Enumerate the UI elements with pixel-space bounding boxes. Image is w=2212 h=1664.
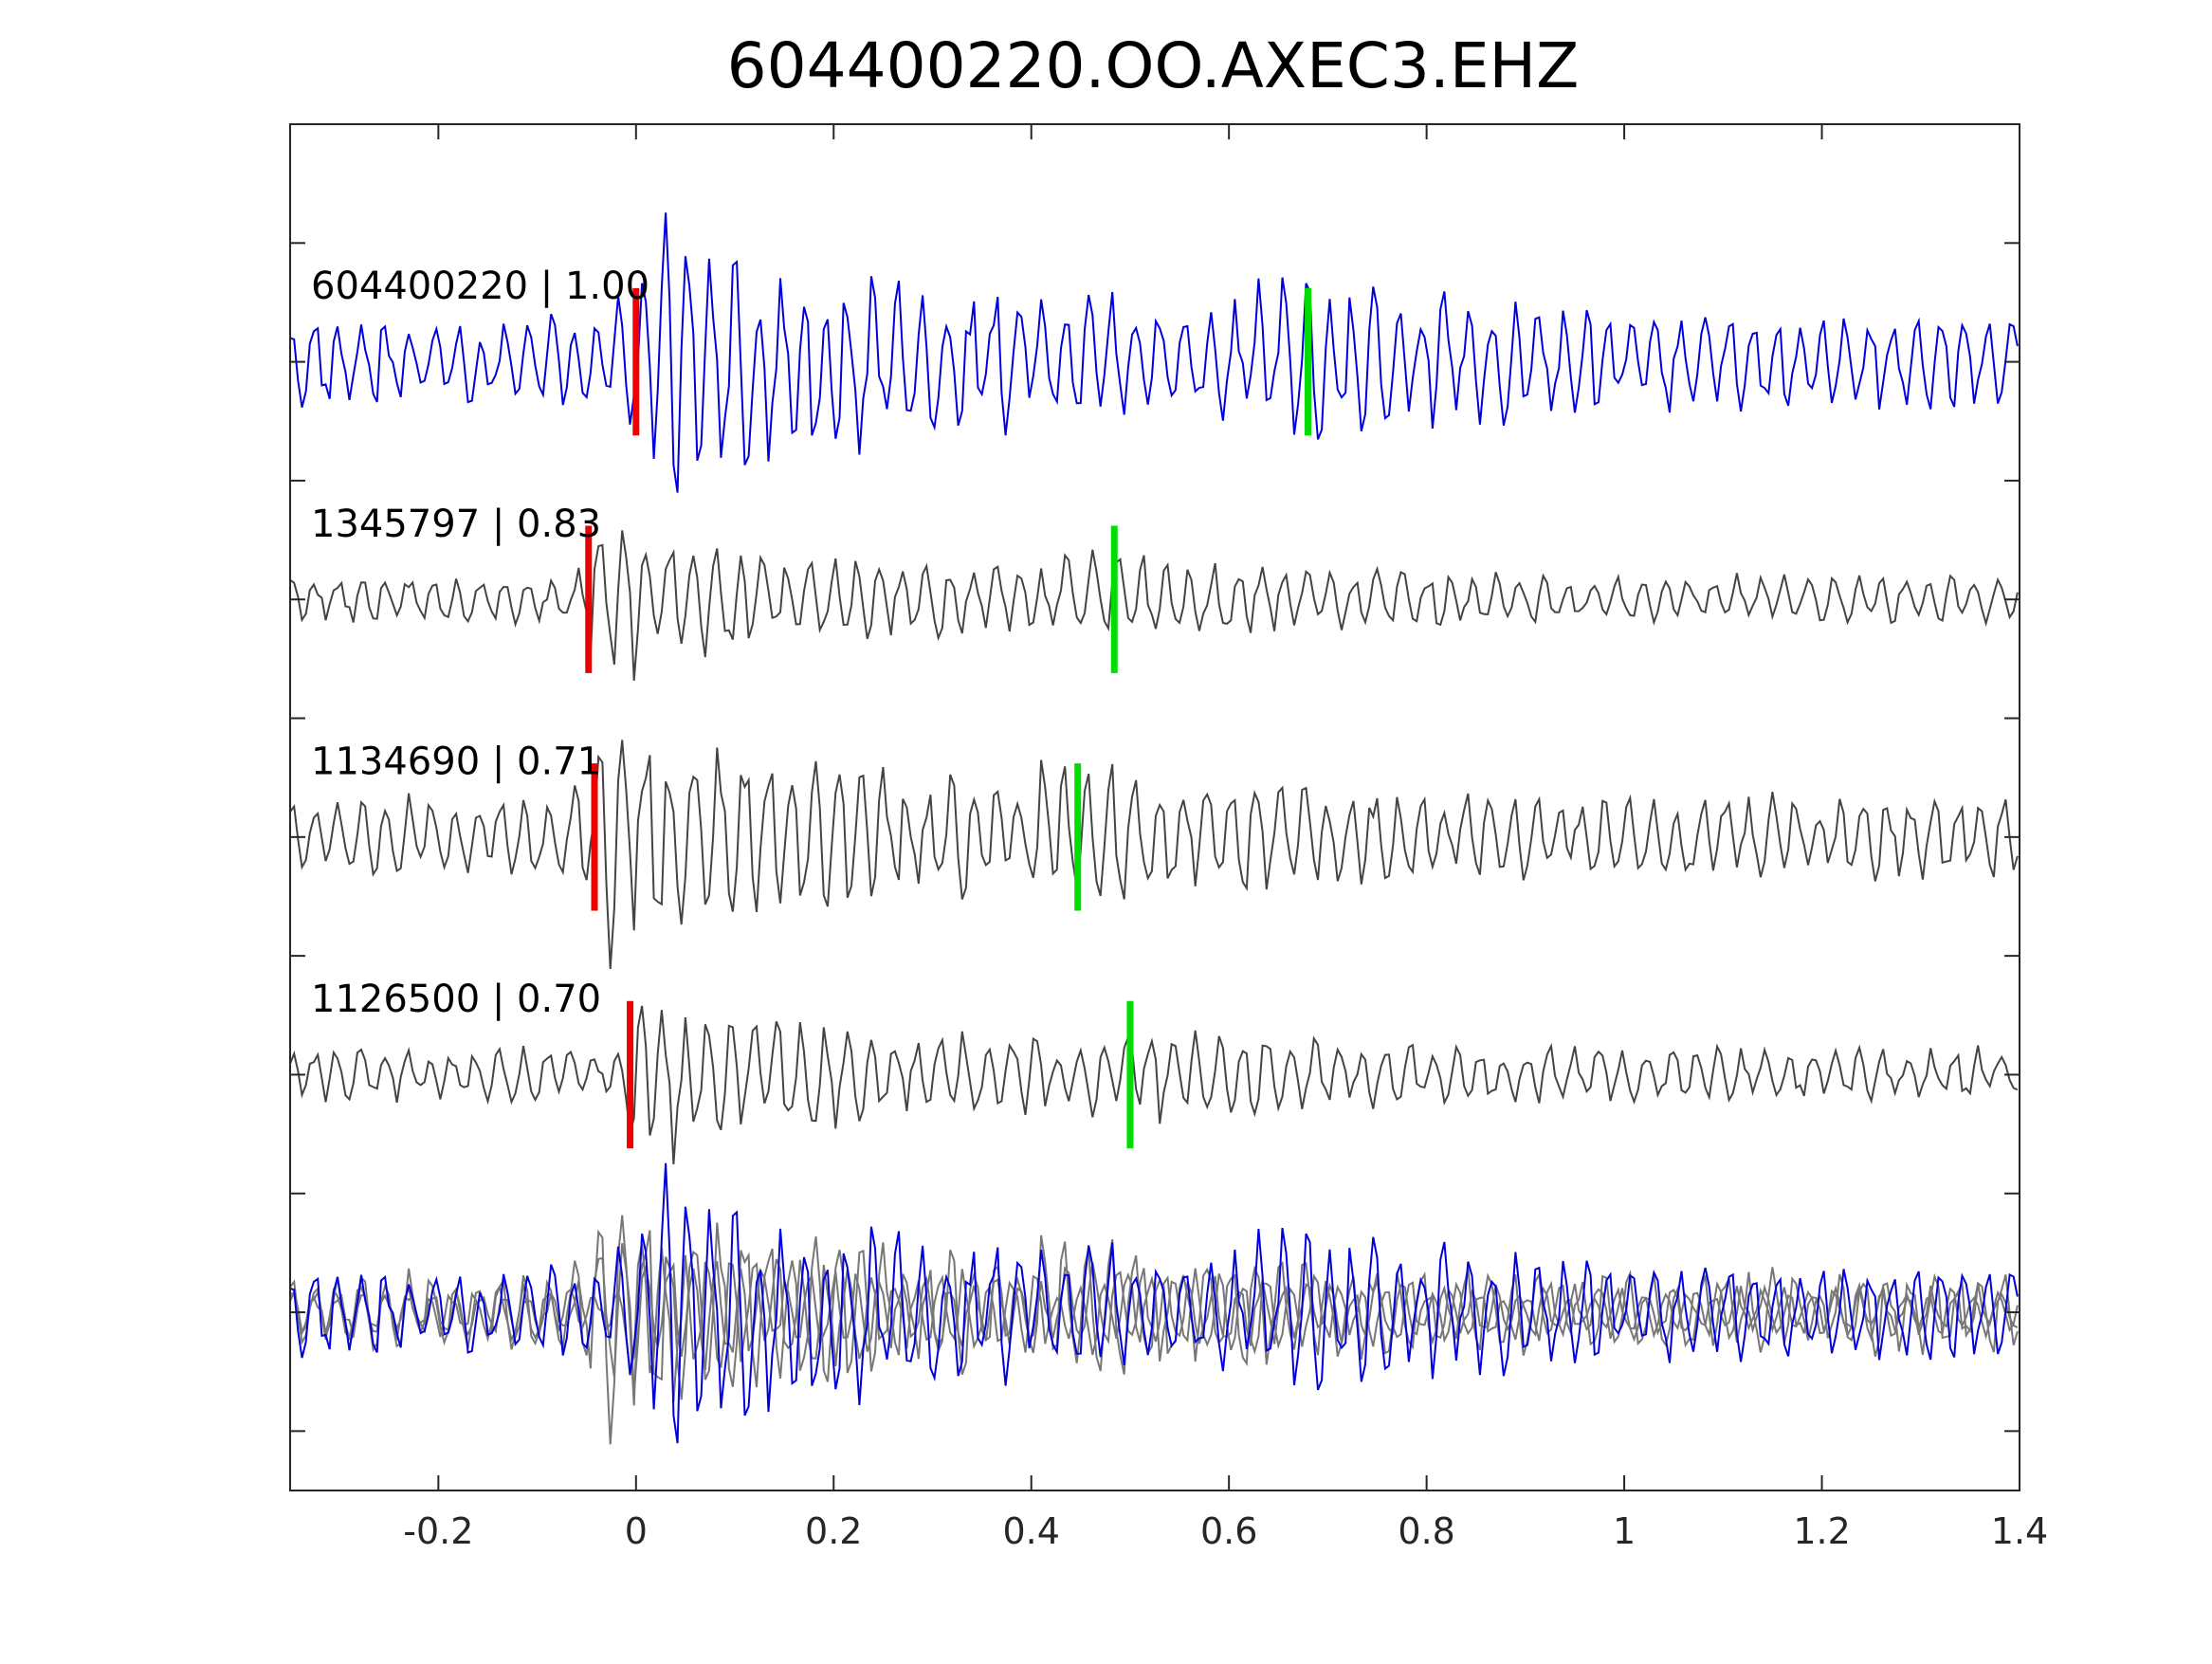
stack-line-1134690 <box>289 1215 2019 1445</box>
x-tick-label: 1.4 <box>1991 1510 2048 1552</box>
x-tick-label: 1.2 <box>1793 1510 1850 1552</box>
x-tick-label: 0 <box>625 1510 648 1552</box>
chart-title: 604400220.OO.AXEC3.EHZ <box>727 29 1580 102</box>
x-tick-label: 0.8 <box>1398 1510 1454 1552</box>
x-tick-label: 0.4 <box>1002 1510 1059 1552</box>
picks-layer <box>585 287 1312 1149</box>
ticks-layer: -0.2 0 0.2 0.4 0.6 0.8 1 1.2 1.4 <box>290 124 2048 1552</box>
x-tick-label: 0.2 <box>805 1510 862 1552</box>
x-tick-label: 0.6 <box>1200 1510 1257 1552</box>
trace-label-1126500: 1126500 | 0.70 <box>311 978 601 1021</box>
trace-label-1345797: 1345797 | 0.83 <box>311 503 601 546</box>
trace-line-1345797 <box>289 530 2019 681</box>
trace-line-604400220 <box>289 212 2019 493</box>
x-tick-label: 1 <box>1613 1510 1636 1552</box>
trace-label-1134690: 1134690 | 0.71 <box>311 740 601 783</box>
trace-line-1134690 <box>289 740 2019 970</box>
trace-labels-layer: 604400220 | 1.00 1345797 | 0.83 1134690 | … <box>311 265 649 1021</box>
stack-line-1345797 <box>289 1243 2019 1394</box>
x-tick-label: -0.2 <box>403 1510 473 1552</box>
trace-label-604400220: 604400220 | 1.00 <box>311 265 649 308</box>
stack-line-604400220 <box>289 1162 2019 1444</box>
plot-area-frame <box>289 123 2020 1491</box>
traces-layer <box>289 212 2019 1445</box>
trace-line-1126500 <box>289 1005 2019 1164</box>
